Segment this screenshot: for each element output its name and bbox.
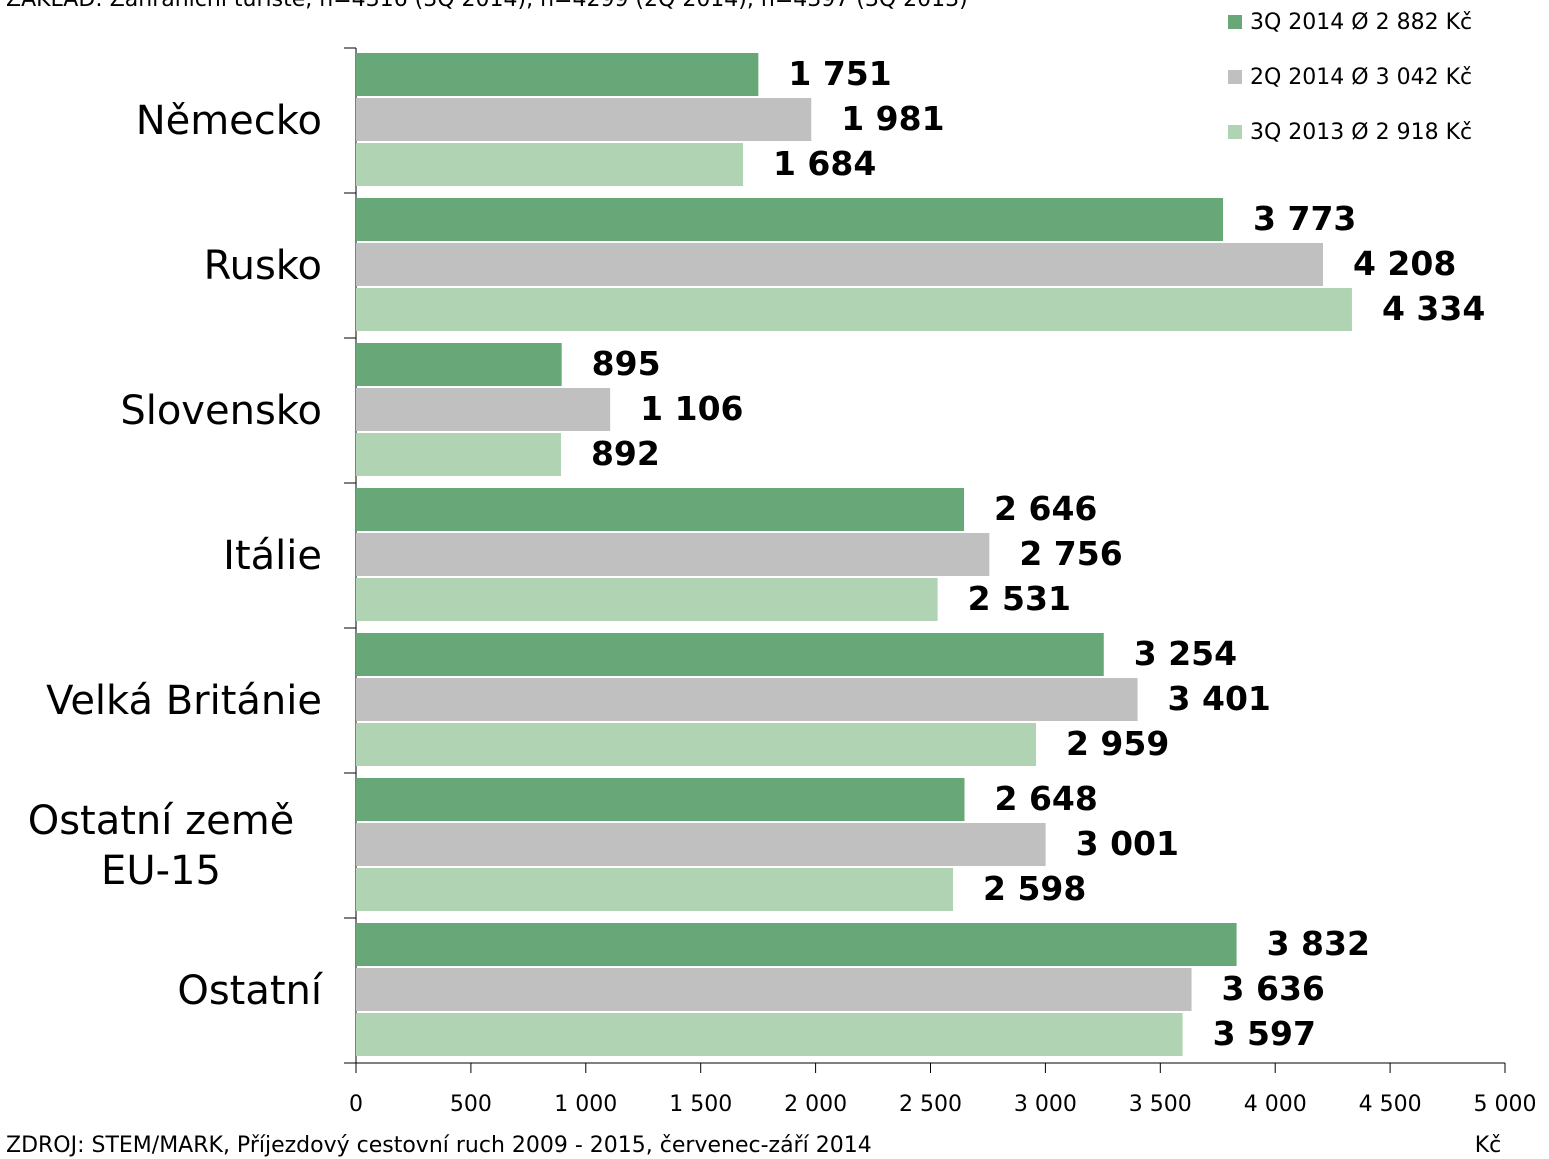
x-tick-label: 2 000: [784, 1092, 847, 1117]
value-label: 3 773: [1253, 199, 1356, 238]
x-tick-label: 1 500: [669, 1092, 732, 1117]
value-label: 895: [592, 344, 661, 383]
category-label: Velká Británie: [0, 676, 322, 726]
value-label: 2 648: [995, 779, 1098, 818]
bar: [356, 1013, 1183, 1056]
value-label: 3 001: [1076, 824, 1179, 863]
x-tick-label: 4 500: [1359, 1092, 1422, 1117]
bar: [356, 968, 1192, 1011]
bar: [356, 578, 938, 621]
value-label: 1 751: [788, 54, 891, 93]
bar: [356, 923, 1237, 966]
bar: [356, 868, 954, 911]
value-label: 3 254: [1134, 634, 1237, 673]
value-label: 1 106: [640, 389, 743, 428]
category-label-text: Německo: [135, 97, 322, 144]
x-tick-label: 500: [450, 1092, 492, 1117]
value-label: 2 646: [994, 489, 1097, 528]
x-tick-label: 5 000: [1474, 1092, 1537, 1117]
value-label: 2 959: [1066, 724, 1169, 763]
value-label: 4 334: [1382, 289, 1485, 328]
value-label: 1 981: [841, 99, 944, 138]
bar: [356, 143, 743, 186]
bar: [356, 678, 1138, 721]
bar: [356, 488, 965, 531]
legend-label: 3Q 2013 Ø 2 918 Kč: [1250, 120, 1472, 145]
value-label: 1 684: [773, 144, 876, 183]
legend-label: 3Q 2014 Ø 2 882 Kč: [1250, 10, 1472, 35]
value-label: 3 597: [1213, 1014, 1316, 1053]
bar: [356, 823, 1046, 866]
x-tick-label: 3 000: [1014, 1092, 1077, 1117]
bar: [356, 778, 965, 821]
x-tick-label: 3 500: [1129, 1092, 1192, 1117]
category-label-text: Slovensko: [120, 387, 322, 434]
legend-swatch: [1228, 70, 1242, 84]
bar: [356, 198, 1224, 241]
value-label: 2 531: [968, 579, 1071, 618]
category-label: Itálie: [0, 531, 322, 581]
bar: [356, 633, 1104, 676]
x-tick-label: 0: [349, 1092, 363, 1117]
value-label: 3 832: [1267, 924, 1370, 963]
category-label-text: Rusko: [203, 242, 322, 289]
category-label: Německo: [0, 96, 322, 146]
x-tick-label: 1 000: [554, 1092, 617, 1117]
value-label: 2 598: [983, 869, 1086, 908]
value-label: 892: [591, 434, 660, 473]
x-axis-label: Kč: [1475, 1133, 1502, 1158]
category-label: Ostatní: [0, 966, 322, 1016]
category-label: Rusko: [0, 241, 322, 291]
category-label-text: Ostatní země EU-15: [27, 797, 295, 894]
bar: [356, 433, 561, 476]
bar: [356, 533, 990, 576]
bar: [356, 388, 611, 431]
value-label: 3 401: [1168, 679, 1271, 718]
subtitle: ZÁKLAD: Zahraniční turisté, n=4316 (3Q 2…: [6, 0, 968, 12]
category-label: Slovensko: [0, 386, 322, 436]
category-label-text: Velká Británie: [46, 677, 322, 724]
bar: [356, 288, 1352, 331]
bar: [356, 98, 812, 141]
legend-swatch: [1228, 125, 1242, 139]
bar: [356, 723, 1036, 766]
category-label-text: Ostatní: [177, 967, 322, 1014]
legend-swatch: [1228, 15, 1242, 29]
x-tick-label: 2 500: [899, 1092, 962, 1117]
bar: [356, 53, 759, 96]
source: ZDROJ: STEM/MARK, Příjezdový cestovní ru…: [6, 1133, 872, 1158]
bar: [356, 343, 562, 386]
category-label-text: Itálie: [223, 532, 322, 579]
legend-label: 2Q 2014 Ø 3 042 Kč: [1250, 65, 1472, 90]
bar: [356, 243, 1323, 286]
category-label: Ostatní země EU-15: [0, 796, 322, 896]
value-label: 2 756: [1019, 534, 1122, 573]
value-label: 3 636: [1222, 969, 1325, 1008]
x-tick-label: 4 000: [1244, 1092, 1307, 1117]
value-label: 4 208: [1353, 244, 1456, 283]
